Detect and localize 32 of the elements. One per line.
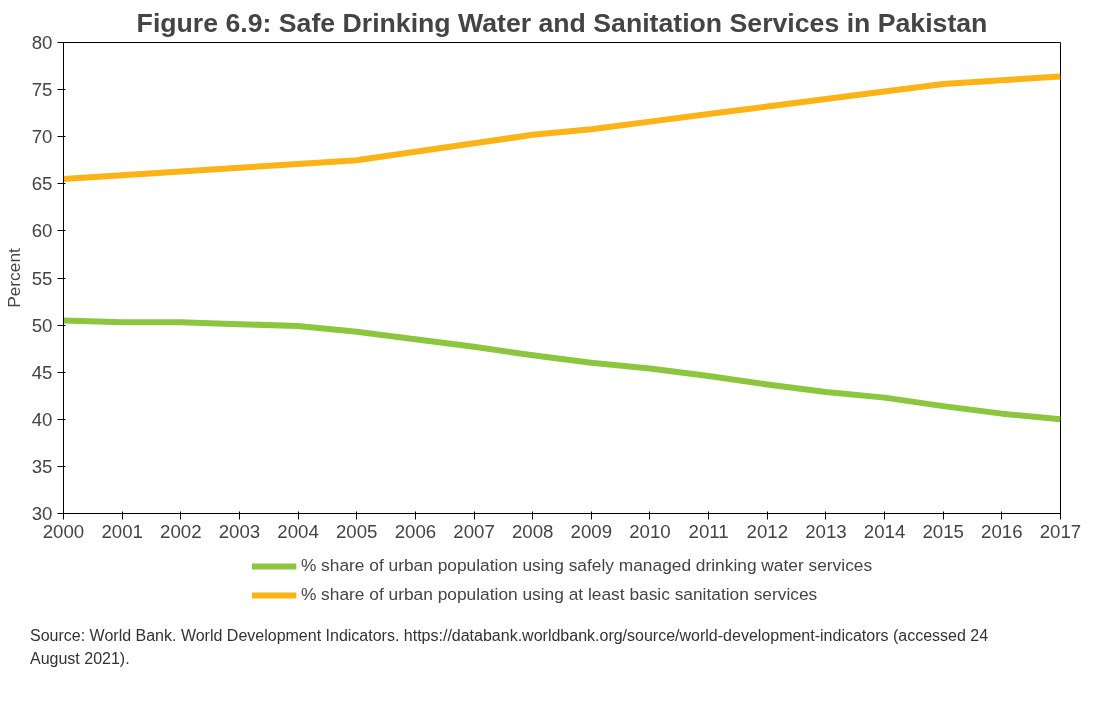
x-tick-label: 2006 (394, 520, 437, 542)
x-tick-label: 2010 (629, 520, 671, 542)
x-tick-label: 2013 (805, 520, 847, 542)
y-tick-label: 40 (31, 408, 53, 430)
y-tick-label: 65 (31, 173, 53, 195)
x-tick-label: 2001 (101, 520, 143, 542)
x-tick-label: 2011 (688, 520, 729, 542)
x-tick-label: 2014 (863, 520, 906, 542)
chart-title: Figure 6.9: Safe Drinking Water and Sanitation Services in Pakistan (136, 7, 988, 38)
y-tick-label: 70 (31, 126, 53, 148)
x-tick-label: 2005 (335, 520, 378, 542)
x-tick-label: 2008 (511, 520, 554, 542)
y-axis-title: Percent (3, 247, 24, 308)
y-tick-label: 80 (31, 32, 53, 53)
x-tick-label: 2002 (160, 520, 202, 542)
x-tick-label: 2003 (218, 520, 261, 542)
x-tick-label: 2012 (746, 520, 789, 542)
y-tick-label: 75 (31, 79, 53, 101)
x-tick-label: 2009 (570, 520, 613, 542)
legend-label: % share of urban population using at least basic sanitation services (300, 584, 818, 605)
y-tick-label: 55 (31, 267, 53, 289)
source-note: Source: World Bank. World Development Indicators. https://databank.worldbank.org/source/world-development-indicators (accessed 24 August 2021). (30, 626, 990, 669)
x-tick-label: 2007 (453, 520, 495, 542)
x-tick-label: 2016 (981, 520, 1023, 542)
x-tick-label: 2004 (277, 520, 319, 542)
x-tick-label: 2017 (1039, 520, 1082, 542)
y-tick-label: 35 (31, 455, 53, 477)
legend-label: % share of urban population using safely managed drinking water services (300, 555, 873, 576)
y-tick-label: 45 (31, 361, 53, 383)
y-tick-label: 50 (31, 314, 53, 336)
x-tick-label: 2015 (922, 520, 964, 542)
y-tick-label: 60 (31, 220, 53, 242)
